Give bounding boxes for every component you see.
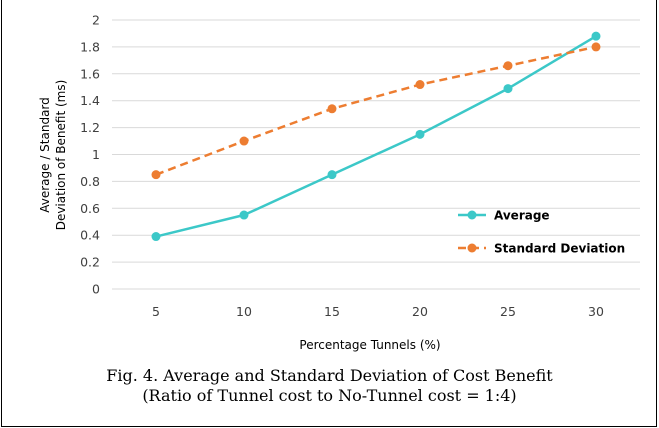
y-tick-label: 0 — [92, 282, 100, 297]
y-axis-title-line2: Deviation of Benefit (ms) — [54, 80, 68, 231]
x-tick-label: 10 — [236, 304, 252, 319]
data-point — [151, 170, 161, 180]
x-tick-label: 20 — [412, 304, 428, 319]
x-tick-labels: 5 10 15 20 25 30 — [152, 304, 604, 319]
data-point — [151, 232, 161, 242]
y-tick-label: 1 — [92, 147, 100, 162]
y-tick-labels: 0 0.2 0.4 0.6 0.8 1 1.2 1.4 1.6 1.8 2 — [80, 13, 100, 297]
y-axis-title-line1: Average / Standard — [38, 97, 52, 213]
series-group — [151, 31, 601, 242]
series-line-standard-deviation — [155, 45, 597, 176]
y-tick-label: 0.2 — [80, 255, 100, 270]
legend: Average Standard Deviation — [458, 209, 625, 256]
x-tick-label: 30 — [588, 304, 604, 319]
grid-lines — [112, 19, 640, 290]
y-tick-label: 1.8 — [80, 39, 100, 54]
y-tick-label: 0.4 — [80, 228, 100, 243]
x-axis-title: Percentage Tunnels (%) — [299, 338, 440, 352]
figure-caption-line1: Fig. 4. Average and Standard Deviation o… — [106, 366, 553, 385]
x-tick-label: 5 — [152, 304, 160, 319]
data-point — [591, 42, 601, 52]
data-point — [239, 210, 249, 220]
figure-caption-line2: (Ratio of Tunnel cost to No-Tunnel cost … — [142, 386, 517, 405]
y-tick-label: 1.2 — [80, 120, 100, 135]
data-point — [415, 129, 425, 139]
data-point — [239, 136, 249, 146]
data-point — [415, 80, 425, 90]
x-tick-label: 25 — [500, 304, 516, 319]
series-line-average — [155, 35, 597, 238]
legend-marker — [467, 210, 477, 220]
x-tick-label: 15 — [324, 304, 340, 319]
y-tick-label: 0.6 — [80, 201, 100, 216]
y-tick-label: 0.8 — [80, 174, 100, 189]
y-tick-label: 1.6 — [80, 66, 100, 81]
legend-marker — [467, 243, 477, 253]
data-point — [591, 31, 601, 41]
data-point — [327, 170, 337, 180]
data-point — [503, 84, 513, 94]
legend-label: Average — [494, 209, 550, 223]
data-point — [503, 61, 513, 71]
data-point — [327, 104, 337, 114]
legend-label: Standard Deviation — [494, 242, 625, 256]
y-tick-label: 1.4 — [80, 93, 100, 108]
y-tick-label: 2 — [92, 13, 100, 28]
